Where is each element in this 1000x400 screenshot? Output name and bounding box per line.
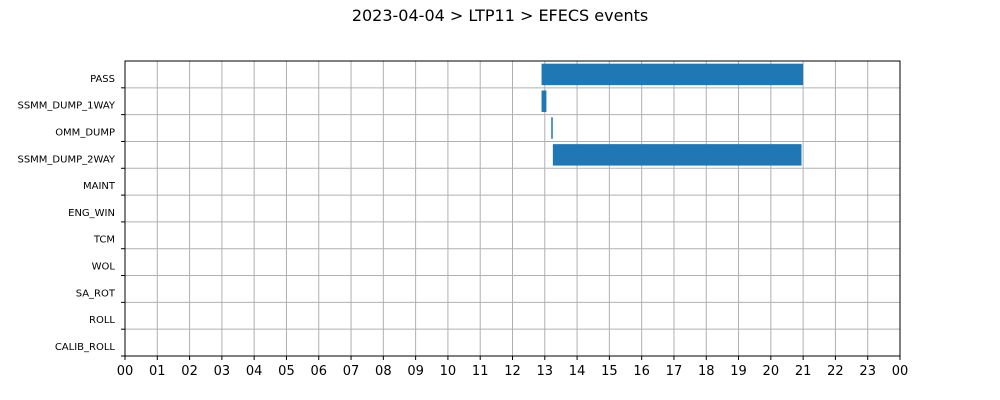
x-tick-label-13: 13	[537, 364, 554, 379]
x-tick-label-6: 06	[310, 364, 327, 379]
y-tick-label-sa-rot: SA_ROT	[76, 288, 116, 299]
x-tick-label-16: 16	[633, 364, 650, 379]
y-tick-label-roll: ROLL	[89, 315, 115, 326]
x-tick-label-5: 05	[278, 364, 295, 379]
x-tick-label-15: 15	[601, 364, 618, 379]
x-tick-label-19: 19	[730, 364, 747, 379]
y-tick-label-maint: MAINT	[83, 181, 116, 192]
x-tick-label-21: 21	[795, 364, 812, 379]
x-tick-label-3: 03	[214, 364, 231, 379]
x-tick-label-12: 12	[504, 364, 521, 379]
x-tick-label-0: 00	[117, 364, 134, 379]
x-tick-label-10: 10	[440, 364, 457, 379]
x-tick-label-23: 23	[859, 364, 876, 379]
event-bar-ssmm-dump-1way	[541, 90, 547, 112]
x-tick-label-1: 01	[149, 364, 166, 379]
x-tick-label-20: 20	[763, 364, 780, 379]
x-tick-label-24: 00	[892, 364, 909, 379]
event-bar-pass	[541, 63, 804, 86]
y-tick-label-calib-roll: CALIB_ROLL	[55, 342, 116, 353]
x-tick-label-7: 07	[343, 364, 360, 379]
x-tick-label-8: 08	[375, 364, 392, 379]
y-tick-label-pass: PASS	[90, 74, 115, 85]
y-tick-label-eng-win: ENG_WIN	[68, 208, 115, 219]
y-tick-label-wol: WOL	[92, 262, 116, 273]
x-tick-label-11: 11	[472, 364, 489, 379]
y-tick-label-ssmm-dump-2way: SSMM_DUMP_2WAY	[17, 154, 115, 165]
x-tick-label-9: 09	[407, 364, 424, 379]
x-tick-label-14: 14	[569, 364, 586, 379]
x-tick-label-17: 17	[666, 364, 683, 379]
y-tick-label-ssmm-dump-1way: SSMM_DUMP_1WAY	[17, 101, 115, 112]
event-bar-omm-dump	[551, 117, 553, 139]
x-tick-label-2: 02	[181, 364, 198, 379]
x-tick-label-4: 04	[246, 364, 263, 379]
y-tick-label-tcm: TCM	[93, 235, 115, 246]
y-tick-label-omm-dump: OMM_DUMP	[55, 127, 115, 138]
x-tick-label-22: 22	[827, 364, 844, 379]
chart-title: 2023-04-04 > LTP11 > EFECS events	[351, 6, 649, 25]
event-bar-ssmm-dump-2way	[552, 144, 802, 166]
x-tick-label-18: 18	[698, 364, 715, 379]
